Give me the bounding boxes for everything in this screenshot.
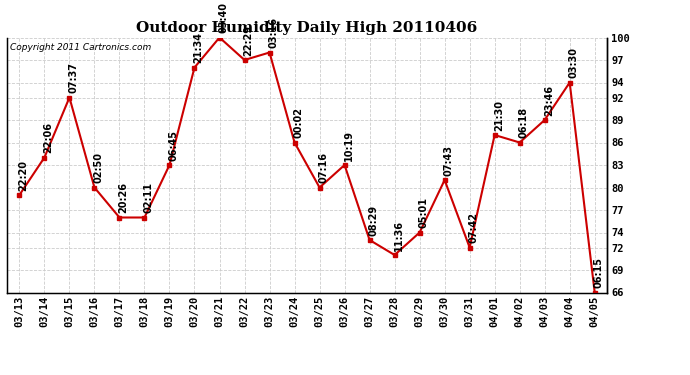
Text: 21:30: 21:30	[494, 100, 504, 131]
Text: 05:01: 05:01	[419, 197, 428, 228]
Text: 22:06: 22:06	[43, 122, 54, 153]
Text: 20:26: 20:26	[119, 182, 128, 213]
Text: 03:30: 03:30	[569, 47, 579, 78]
Text: 07:43: 07:43	[444, 145, 454, 176]
Text: 23:46: 23:46	[544, 85, 554, 116]
Text: 21:34: 21:34	[194, 32, 204, 63]
Text: 02:11: 02:11	[144, 182, 154, 213]
Text: 06:15: 06:15	[594, 257, 604, 288]
Text: 00:02: 00:02	[294, 107, 304, 138]
Text: 07:42: 07:42	[469, 212, 479, 243]
Text: 02:50: 02:50	[94, 152, 104, 183]
Text: 07:16: 07:16	[319, 152, 328, 183]
Text: 03:40: 03:40	[219, 2, 228, 33]
Text: Copyright 2011 Cartronics.com: Copyright 2011 Cartronics.com	[10, 43, 151, 52]
Text: 10:19: 10:19	[344, 130, 354, 161]
Text: 03:16: 03:16	[268, 17, 279, 48]
Text: 22:29: 22:29	[244, 25, 254, 56]
Text: 11:36: 11:36	[394, 220, 404, 251]
Text: 08:29: 08:29	[368, 205, 379, 236]
Title: Outdoor Humidity Daily High 20110406: Outdoor Humidity Daily High 20110406	[137, 21, 477, 35]
Text: 06:18: 06:18	[519, 107, 529, 138]
Text: 22:20: 22:20	[19, 160, 28, 191]
Text: 06:45: 06:45	[168, 130, 179, 161]
Text: 07:37: 07:37	[68, 62, 79, 93]
